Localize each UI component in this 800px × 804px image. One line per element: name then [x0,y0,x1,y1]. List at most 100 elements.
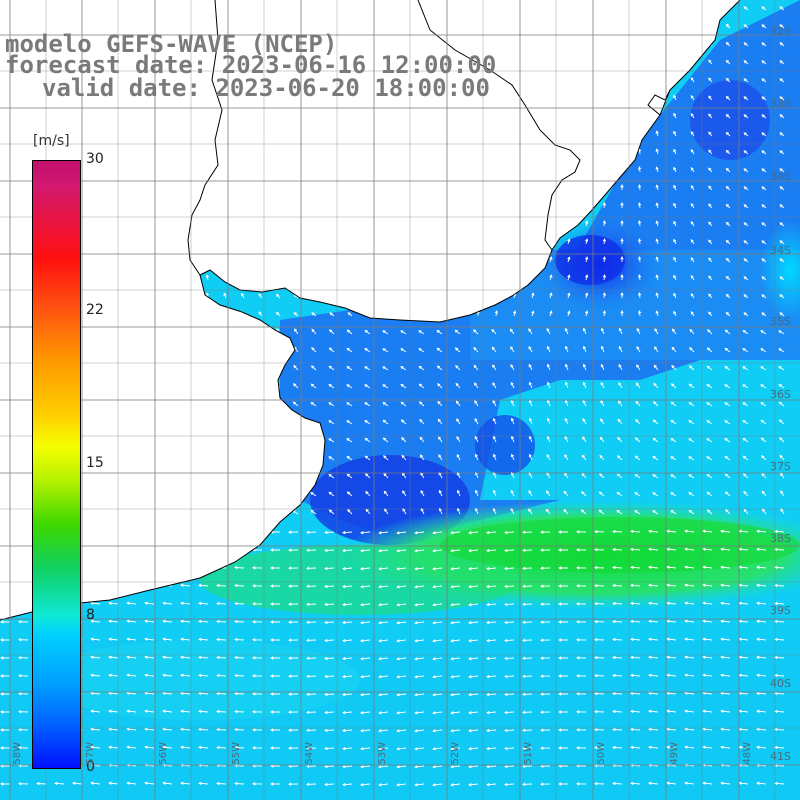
wind-arrow [468,711,479,715]
wind-arrow [306,710,317,714]
wind-arrow [486,566,497,571]
wind-arrow [384,293,389,299]
wind-arrow [585,58,589,65]
wind-arrow [457,274,462,281]
wind-arrow [402,507,407,515]
wind-arrow [617,400,623,407]
wind-arrow [474,400,479,407]
wind-arrow [400,401,407,407]
wind-arrow [630,529,641,533]
wind-arrow [540,530,551,534]
wind-arrow [708,311,713,317]
wind-arrow [256,455,263,461]
wind-arrow [402,311,407,317]
wind-arrow [690,41,695,47]
wind-arrow [450,621,461,625]
wind-arrow [258,293,263,299]
lon-label: 49W [669,742,680,765]
wind-arrow [504,692,515,697]
wind-arrow [567,220,571,227]
wind-arrow [26,94,30,101]
wind-arrow [328,347,335,353]
wind-arrow [414,693,425,697]
wind-arrow [311,312,317,317]
wind-arrow [702,619,713,623]
wind-arrow [328,509,335,515]
wind-arrow [306,584,317,588]
wind-arrow [630,709,641,713]
wind-arrow [241,274,245,281]
wind-arrow [216,781,227,786]
wind-arrow [275,275,281,281]
wind-arrow [510,399,515,407]
wind-arrow [724,347,731,353]
wind-arrow [216,709,227,714]
wind-arrow [275,203,281,209]
wind-arrow [365,239,371,245]
wind-arrow [288,584,299,588]
wind-arrow [400,383,407,389]
wind-arrow [564,363,569,371]
wind-arrow [742,420,749,425]
wind-arrow [468,549,479,553]
wind-arrow [329,132,335,137]
wind-arrow [654,328,659,335]
wind-arrow [522,602,533,606]
wind-arrow [26,292,30,299]
wind-arrow [778,383,785,389]
wind-arrow [222,345,227,353]
wind-arrow [378,603,389,607]
wind-arrow [270,710,280,714]
wind-arrow [637,76,642,83]
lon-label: 48W [742,742,753,765]
wind-arrow [258,149,263,155]
wind-arrow [378,675,389,679]
wind-arrow [567,274,571,281]
wind-arrow [26,274,30,281]
wind-arrow [779,437,785,443]
wind-arrow [347,168,353,173]
wind-arrow [528,381,533,389]
wind-arrow [439,292,443,299]
wind-arrow [708,23,713,29]
wind-arrow [594,727,605,732]
wind-arrow [720,745,731,749]
wind-arrow [549,256,553,263]
wind-arrow [531,76,535,83]
wind-arrow [258,239,263,245]
wind-arrow [563,490,569,497]
wind-arrow [347,114,353,119]
wind-arrow [594,637,605,642]
wind-arrow [725,167,731,173]
wind-arrow [707,329,713,335]
wind-arrow [457,256,462,263]
wind-arrow [270,638,280,642]
wind-arrow [437,383,443,389]
wind-arrow [612,691,623,696]
wind-arrow [22,383,29,389]
wind-arrow [494,238,499,245]
wind-arrow [180,745,191,749]
wind-arrow [580,509,587,515]
wind-arrow [402,149,407,155]
wind-arrow [204,327,209,335]
wind-arrow [99,22,103,29]
wind-arrow [474,453,479,461]
wind-arrow [438,489,443,497]
wind-arrow [238,510,245,515]
wind-arrow [476,40,480,47]
wind-arrow [476,166,480,173]
wind-arrow [602,166,607,173]
wind-arrow [421,148,425,155]
wind-arrow [652,474,659,479]
wind-arrow [204,399,209,407]
wind-arrow [396,567,407,571]
wind-arrow [708,275,713,281]
wind-arrow [457,4,462,11]
wind-arrow [135,220,139,227]
wind-arrow [655,310,659,317]
lon-label: 58W [12,742,23,765]
wind-arrow [743,258,749,263]
wind-arrow [756,547,767,551]
border-line [187,0,223,276]
